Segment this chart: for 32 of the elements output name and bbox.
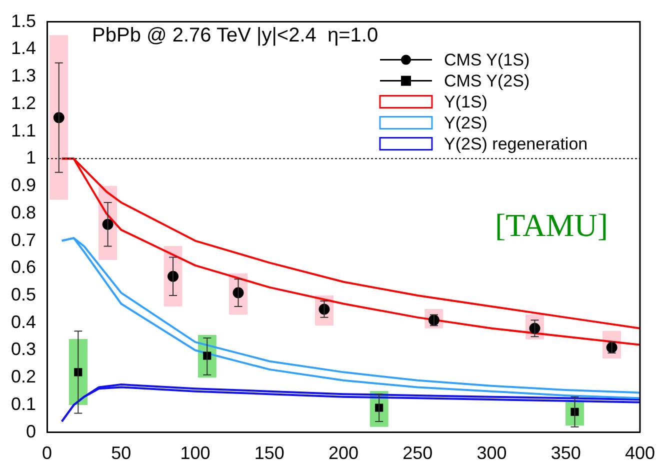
y-tick-label: 0.7: [10, 230, 36, 250]
x-tick-label: 0: [42, 443, 52, 464]
y-tick-label: 1.2: [10, 92, 36, 113]
x-tick-label: 100: [180, 443, 210, 464]
y-tick-label: 0.8: [10, 202, 36, 222]
legend-label: CMS Y(1S): [444, 50, 530, 70]
y-tick-label: 0.4: [10, 312, 36, 332]
y-tick-label: 1.4: [10, 38, 36, 58]
x-tick-label: 150: [254, 443, 284, 464]
legend-label: Y(2S) regeneration: [444, 134, 588, 154]
y-tick-label: 0.5: [10, 284, 36, 304]
y-tick-label: 1.1: [10, 120, 36, 140]
y-tick-label: 0.3: [10, 339, 36, 360]
legend-label: Y(1S): [444, 92, 488, 112]
x-tick-label: 200: [328, 443, 359, 464]
y-tick-label: 0.9: [10, 175, 36, 196]
legend-label: CMS Y(2S): [444, 71, 530, 90]
y-tick-label: 0: [26, 421, 36, 442]
y-tick-label: 0.2: [10, 366, 36, 387]
annotation: [TAMU]: [495, 207, 608, 244]
y-tick-label: 1.3: [10, 66, 36, 86]
legend-label: Y(2S): [444, 113, 488, 132]
chart-title: PbPb @ 2.76 TeV |y|<2.4 η=1.0: [92, 24, 378, 46]
x-tick-label: 350: [550, 443, 581, 464]
x-tick-label: 400: [624, 443, 656, 464]
y-tick-label: 0.6: [10, 257, 36, 278]
x-tick-label: 250: [402, 443, 433, 464]
y-tick-label: 1: [26, 148, 36, 168]
y-tick-label: 1.5: [10, 10, 36, 31]
x-tick-label: 300: [476, 443, 507, 464]
y-tick-label: 0.1: [10, 394, 36, 414]
x-tick-label: 50: [111, 443, 132, 464]
